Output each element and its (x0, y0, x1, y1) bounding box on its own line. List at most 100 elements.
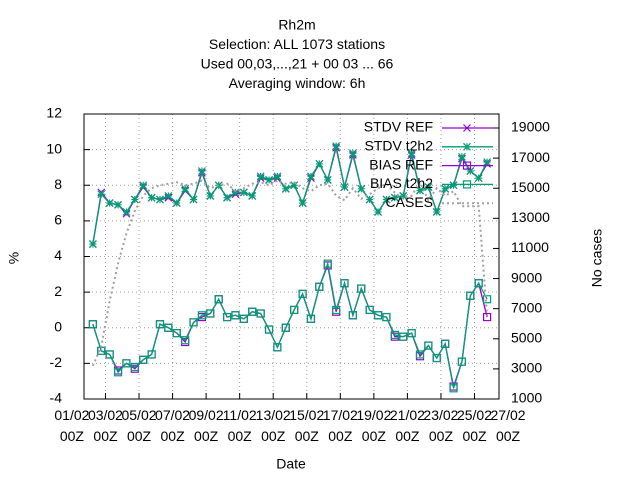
data-point (482, 312, 492, 322)
data-point (357, 284, 366, 293)
marker-shape (164, 323, 173, 332)
marker-shape (432, 353, 441, 363)
data-point (340, 183, 349, 191)
y2-tick-label: 3000 (511, 360, 542, 376)
marker-shape (357, 284, 366, 293)
data-point (181, 184, 190, 193)
y2-tick-label: 7000 (511, 299, 542, 315)
series-line (91, 179, 489, 367)
data-point (340, 279, 349, 288)
data-point (248, 307, 257, 316)
data-point (88, 240, 97, 248)
marker-shape (306, 314, 316, 323)
y-tick-label: 0 (54, 318, 62, 334)
data-point (298, 199, 307, 207)
marker-shape (231, 311, 240, 320)
marker-shape (332, 305, 341, 315)
data-point (139, 355, 148, 364)
x-tick-label: 05/02 00Z (121, 407, 157, 444)
legend-label: BIAS t2h2 (370, 175, 433, 191)
y2-tick-label: 5000 (511, 329, 542, 345)
chart-title: Rh2m (278, 17, 315, 33)
data-point (231, 311, 240, 320)
data-point (474, 279, 483, 288)
marker-shape (105, 350, 114, 359)
data-point (172, 199, 181, 207)
marker-shape (315, 282, 324, 291)
data-point (415, 350, 425, 359)
data-point (239, 188, 248, 197)
data-point (147, 350, 156, 359)
marker-shape (457, 357, 467, 366)
x-tick-label: 21/02 00Z (389, 407, 425, 444)
data-point (256, 309, 265, 318)
marker-shape (482, 312, 492, 322)
marker-shape (256, 309, 265, 318)
data-point (197, 311, 207, 320)
data-point (97, 190, 106, 199)
marker-shape (390, 330, 399, 339)
marker-shape (155, 320, 165, 329)
x-tick-label: 17/02 00Z (322, 407, 358, 444)
marker-shape (466, 291, 475, 300)
y-tick-label: 4 (54, 247, 62, 263)
data-point (130, 362, 139, 372)
data-point (264, 325, 274, 334)
data-point (457, 357, 467, 366)
data-point (441, 339, 450, 348)
legend-label: STDV REF (364, 119, 433, 135)
x-tick-label: 27/02 00Z (490, 407, 526, 444)
marker-shape (88, 320, 97, 329)
data-point (122, 359, 131, 368)
data-point (156, 195, 164, 204)
marker-shape (298, 289, 307, 299)
marker-shape (206, 309, 215, 318)
data-point (306, 314, 316, 323)
data-point (239, 314, 248, 323)
marker-shape (463, 124, 471, 132)
data-point (407, 149, 416, 158)
data-point (206, 309, 215, 318)
data-point (482, 295, 492, 304)
legend-marker (463, 142, 471, 151)
marker-shape (290, 305, 299, 315)
data-point (222, 312, 232, 322)
data-point (399, 332, 408, 341)
data-point (164, 323, 173, 332)
data-point (307, 172, 315, 181)
y2-axis-label: No cases (589, 229, 605, 287)
data-point (290, 305, 299, 315)
marker-shape (340, 279, 349, 288)
data-point (332, 142, 341, 150)
marker-shape (424, 341, 433, 350)
data-point (281, 184, 290, 193)
data-point (147, 193, 156, 202)
data-point (365, 305, 374, 315)
y-tick-label: -4 (50, 390, 63, 406)
data-point (382, 312, 391, 322)
marker-shape (373, 311, 383, 320)
y2-tick-label: 17000 (511, 149, 550, 165)
data-point (198, 167, 206, 175)
legend-label: BIAS REF (369, 156, 433, 172)
y-tick-label: 10 (46, 140, 62, 156)
data-point (273, 172, 282, 181)
data-point (105, 199, 114, 207)
marker-shape (214, 295, 223, 304)
data-point (449, 181, 458, 190)
legend-marker (462, 180, 472, 189)
data-point (206, 192, 215, 200)
data-point (373, 311, 383, 320)
data-point (323, 175, 332, 184)
x-tick-label: 01/02 00Z (54, 407, 90, 444)
series-line (92, 261, 488, 389)
marker-shape (222, 312, 232, 322)
data-point (441, 184, 450, 193)
data-point (315, 159, 324, 168)
marker-shape (181, 336, 190, 345)
marker-shape (139, 355, 148, 364)
marker-shape (348, 311, 357, 320)
legend-label: STDV t2h2 (365, 138, 434, 154)
